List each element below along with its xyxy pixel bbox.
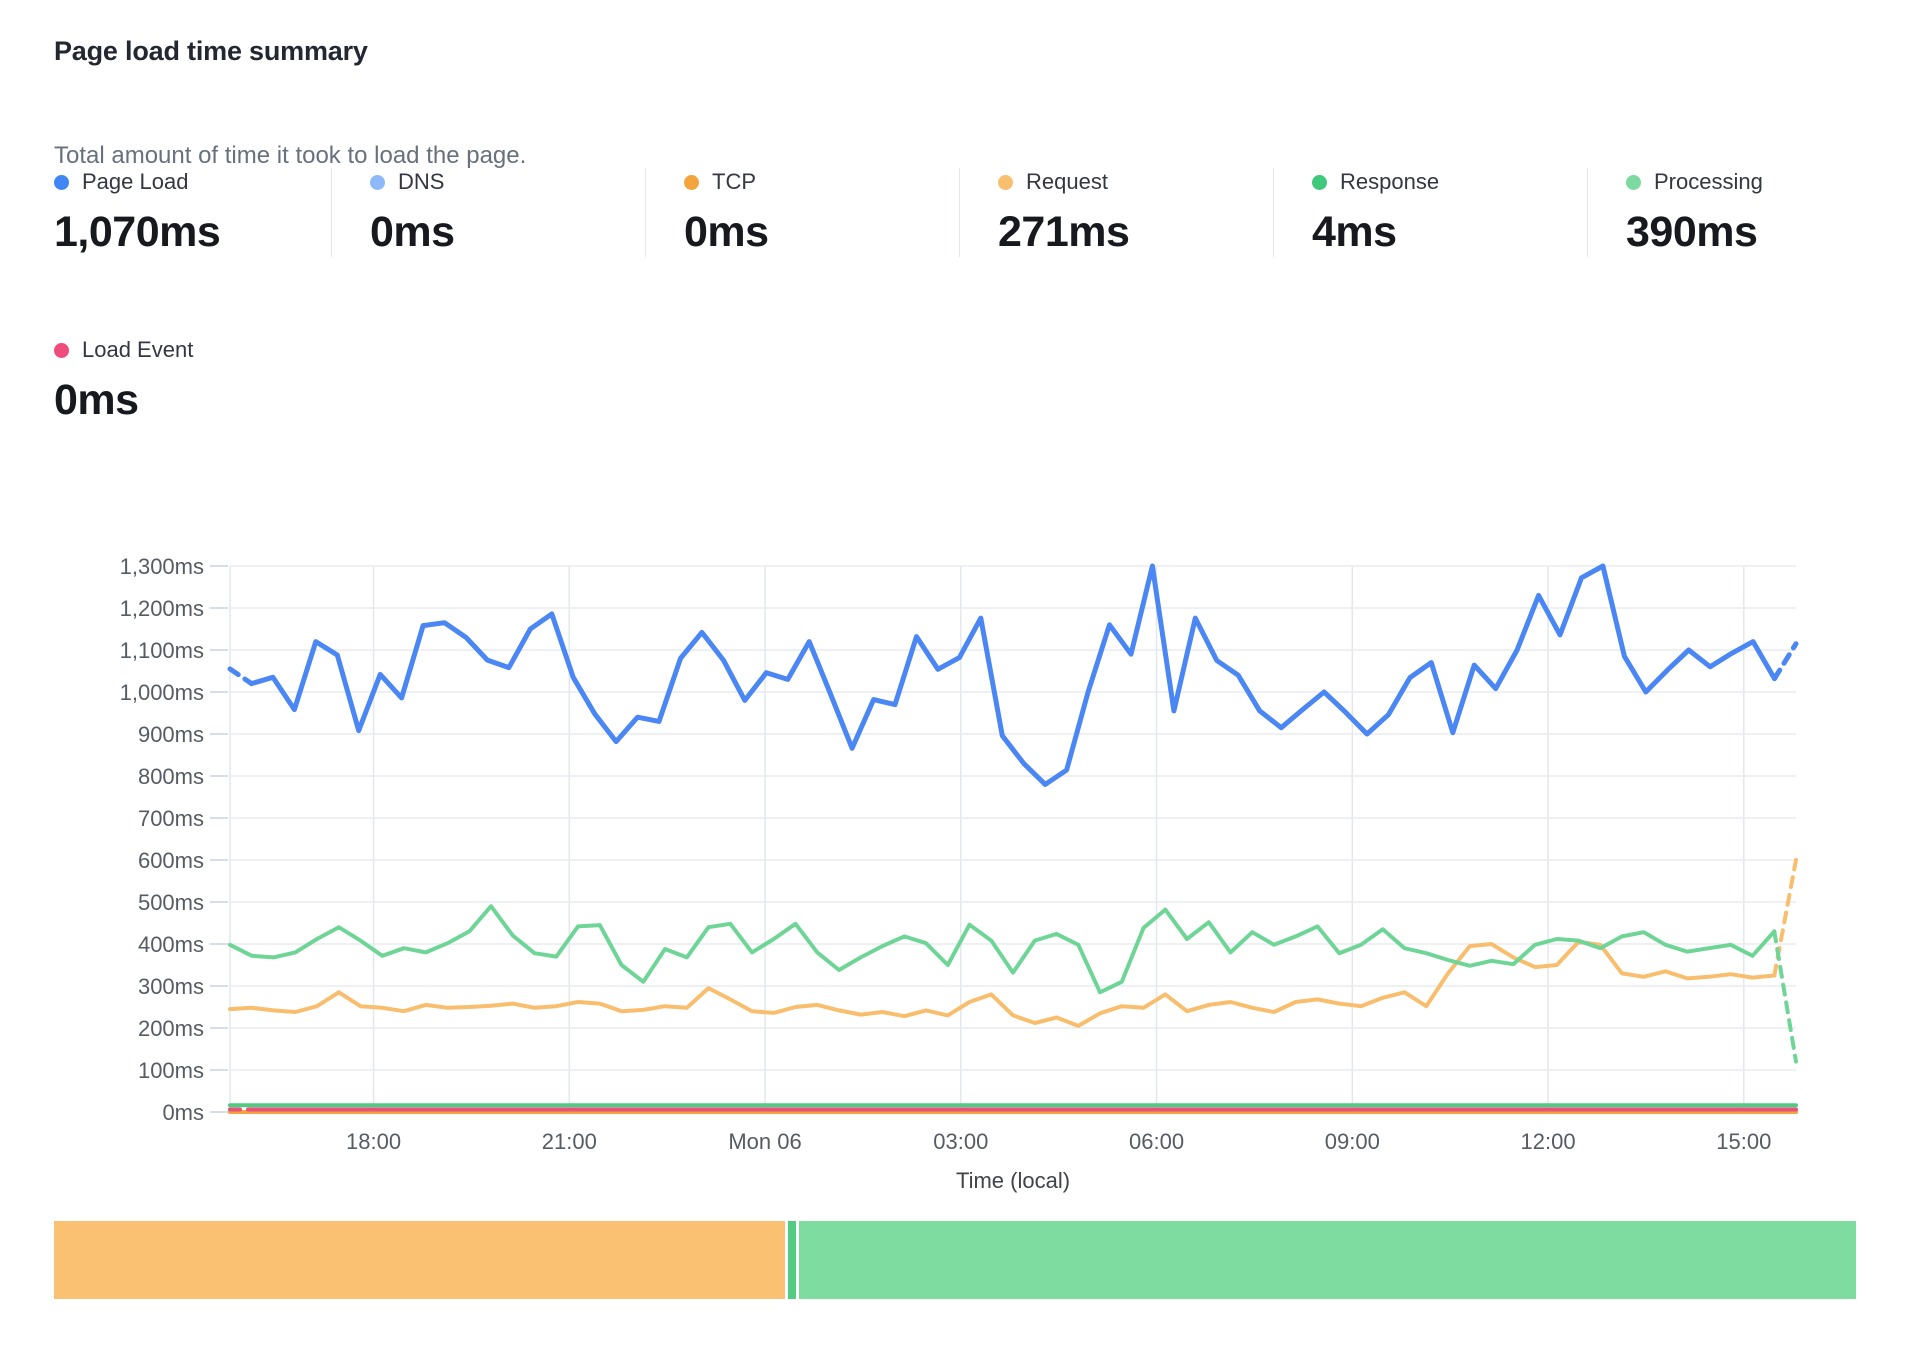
x-axis-label: 06:00 (1129, 1129, 1184, 1154)
x-axis-label: 18:00 (346, 1129, 401, 1154)
metric-label-row: TCP (684, 168, 959, 196)
y-axis-label: 100ms (138, 1058, 204, 1083)
load-event-legend-dot (54, 342, 69, 358)
x-axis-label: 21:00 (542, 1129, 597, 1154)
metric-label: Response (1340, 169, 1440, 194)
phase-proportion-bar (54, 1221, 1856, 1299)
request-legend-dot (998, 174, 1013, 190)
metric-value-request: 271ms (998, 208, 1130, 256)
metric-label-row: Page Load (54, 168, 331, 196)
phase-bar-segment-processing (799, 1221, 1856, 1299)
metric-card-page-load: Page Load 1,070ms (54, 168, 331, 257)
processing-legend-dot (1626, 174, 1641, 190)
metric-label: DNS (398, 169, 445, 194)
dns-legend-dot (370, 174, 385, 190)
metric-value-tcp: 0ms (684, 208, 769, 256)
y-axis-label: 300ms (138, 974, 204, 999)
metric-card-response: Response 4ms (1273, 168, 1587, 257)
metrics-row-2: Load Event 0ms (54, 336, 331, 425)
metric-label: Processing (1654, 169, 1763, 194)
y-axis-label: 500ms (138, 890, 204, 915)
metric-label: Page Load (82, 169, 189, 194)
metric-value-load-event: 0ms (54, 376, 139, 424)
x-axis-label: 09:00 (1325, 1129, 1380, 1154)
metric-value-response: 4ms (1312, 208, 1397, 256)
page-load-timeseries-chart[interactable]: 1,300ms 1,200ms 1,100ms 1,000ms 900ms 800ms 70… (0, 430, 1910, 1220)
y-axis-label: 900ms (138, 722, 204, 747)
y-axis-label: 1,000ms (120, 680, 204, 705)
y-axis-label: 800ms (138, 764, 204, 789)
metric-label-row: Processing (1626, 168, 1901, 196)
metric-card-load-event: Load Event 0ms (54, 336, 331, 425)
y-axis-label: 1,200ms (120, 596, 204, 621)
y-axis-label: 1,100ms (120, 638, 204, 663)
x-axis-title: Time (local) (956, 1168, 1070, 1193)
x-axis-label: 15:00 (1716, 1129, 1771, 1154)
metric-label: Request (1026, 169, 1108, 194)
page-subtitle: Total amount of time it took to load the… (54, 142, 527, 169)
series-line-processing-dash-tail (1772, 929, 1798, 1064)
metric-label-row: DNS (370, 168, 645, 196)
metric-value-processing: 390ms (1626, 208, 1758, 256)
x-axis-label: Mon 06 (728, 1129, 801, 1154)
page-load-legend-dot (54, 174, 69, 190)
metric-card-request: Request 271ms (959, 168, 1273, 257)
series-line-processing (228, 904, 1777, 995)
series-line-page-load (249, 563, 1777, 787)
series-line-page-load-dash-tail (1772, 641, 1799, 682)
y-axis-label: 600ms (138, 848, 204, 873)
response-legend-dot (1312, 174, 1327, 190)
y-axis-label: 200ms (138, 1016, 204, 1041)
metric-card-dns: DNS 0ms (331, 168, 645, 257)
x-axis-label: 03:00 (933, 1129, 988, 1154)
tcp-legend-dot (684, 174, 699, 190)
metric-value-page-load: 1,070ms (54, 208, 221, 256)
metric-label-row: Response (1312, 168, 1587, 196)
metric-label: Load Event (82, 337, 194, 362)
metric-value-dns: 0ms (370, 208, 455, 256)
metric-label-row: Load Event (54, 336, 331, 364)
phase-bar-segment-response (788, 1221, 800, 1299)
y-axis-label: 1,300ms (120, 554, 204, 579)
page-title: Page load time summary (54, 36, 368, 66)
metric-label: TCP (712, 169, 756, 194)
y-axis-label: 0ms (162, 1100, 204, 1125)
metric-label-row: Request (998, 168, 1273, 196)
x-axis-label: 12:00 (1521, 1129, 1576, 1154)
y-axis-label: 700ms (138, 806, 204, 831)
series-line-page-load-dash-head (227, 666, 254, 687)
phase-bar-segment-request (54, 1221, 789, 1299)
y-axis-label: 400ms (138, 932, 204, 957)
metric-card-processing: Processing 390ms (1587, 168, 1901, 257)
metrics-row-1: Page Load 1,070ms DNS 0ms TCP 0ms Reques… (54, 168, 1901, 257)
metric-card-tcp: TCP 0ms (645, 168, 959, 257)
